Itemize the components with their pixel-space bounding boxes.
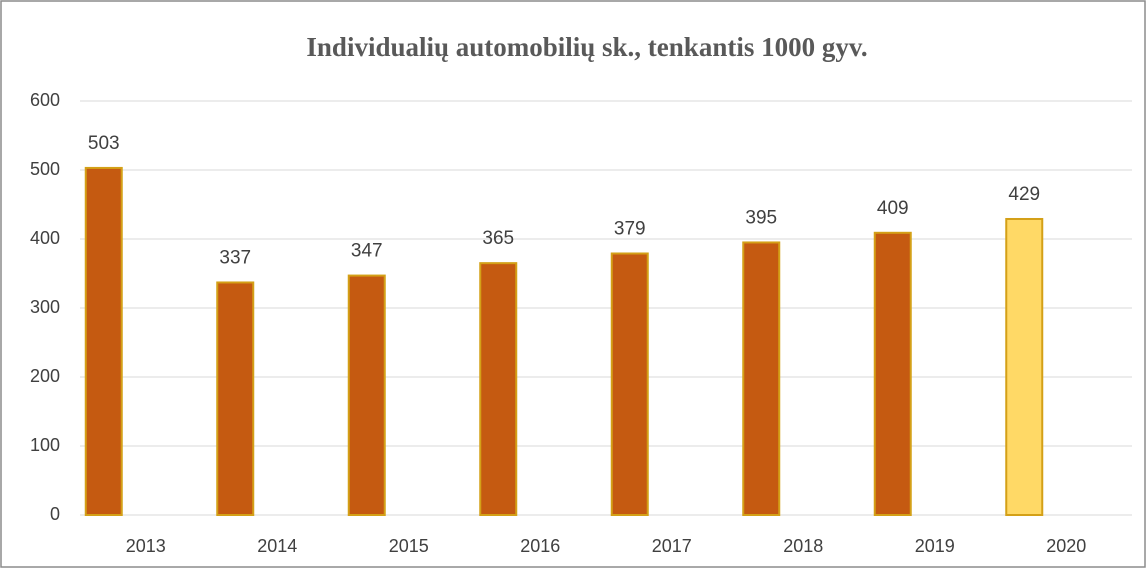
value-label: 503 [88,133,120,154]
bar [479,262,518,516]
y-tick-label: 0 [50,504,60,524]
value-label: 429 [1008,184,1040,205]
x-tick-label: 2019 [915,536,955,556]
x-tick-label: 2014 [257,536,297,556]
x-tick-label: 2020 [1046,536,1086,556]
x-tick-label: 2016 [520,536,560,556]
x-tick-label: 2018 [783,536,823,556]
x-tick-label: 2013 [126,536,166,556]
bar [873,231,912,516]
y-tick-label: 400 [30,228,60,248]
value-label: 347 [351,241,383,262]
value-label: 395 [745,207,777,228]
bar [84,166,123,516]
y-tick-label: 500 [30,159,60,179]
y-tick-label: 200 [30,366,60,386]
value-label: 365 [482,228,514,249]
bar [347,274,386,516]
bar [1005,217,1044,517]
value-label: 409 [877,198,909,219]
x-tick-label: 2015 [389,536,429,556]
y-tick-label: 300 [30,297,60,317]
x-tick-label: 2017 [652,536,692,556]
bar [610,252,649,517]
y-tick-label: 100 [30,435,60,455]
bar [216,281,255,516]
y-tick-label: 600 [30,90,60,110]
value-label: 379 [614,219,646,240]
value-label: 337 [219,247,251,268]
chart-title: Individualių automobilių sk., tenkantis … [306,32,867,62]
bar [742,241,781,516]
